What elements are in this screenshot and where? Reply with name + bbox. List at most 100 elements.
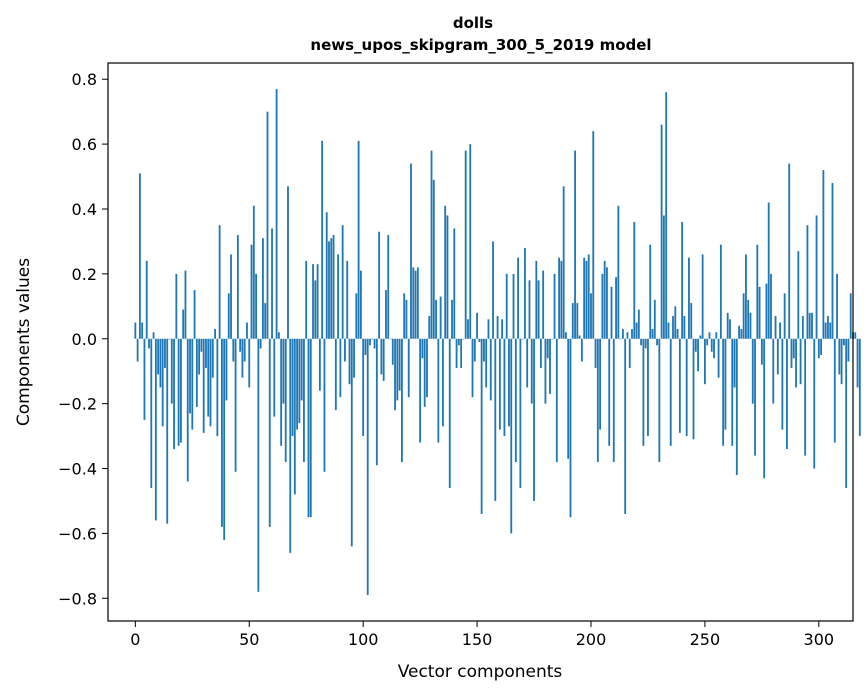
y-axis-ticks: −0.8 −0.6 −0.4 −0.2 0.0 0.2 0.4 0.6 0.8 — [58, 70, 108, 608]
bar-258 — [722, 338, 725, 446]
bar-24 — [189, 338, 191, 414]
bar-54 — [257, 338, 260, 592]
bar-155 — [487, 319, 490, 339]
bar-50 — [248, 338, 251, 388]
bar-275 — [760, 338, 763, 365]
chart-title: dolls — [453, 14, 493, 32]
bar-125 — [419, 338, 422, 443]
bar-197 — [583, 257, 586, 339]
y-tick-label: 0.8 — [72, 70, 97, 89]
bar-99 — [359, 270, 362, 339]
bar-15 — [168, 338, 171, 340]
bar-199 — [587, 254, 590, 339]
bar-106 — [375, 338, 378, 466]
bar-32 — [207, 338, 210, 417]
x-tick-label: 250 — [690, 630, 721, 649]
bar-122 — [412, 267, 415, 339]
bar-133 — [437, 338, 440, 443]
bar-312 — [845, 338, 848, 488]
bar-294 — [804, 338, 807, 456]
bar-143 — [460, 338, 463, 368]
bar-281 — [774, 316, 777, 339]
bar-247 — [697, 338, 699, 372]
bar-184 — [553, 273, 556, 339]
bar-237 — [674, 306, 677, 339]
bar-198 — [585, 260, 588, 339]
bar-318 — [858, 338, 861, 437]
bar-191 — [569, 338, 572, 518]
bar-176 — [535, 260, 538, 339]
bar-13 — [164, 338, 166, 368]
bar-56 — [262, 238, 264, 339]
bar-195 — [578, 335, 581, 339]
bar-69 — [291, 338, 294, 437]
bar-289 — [792, 338, 795, 359]
bar-174 — [530, 338, 533, 404]
bar-269 — [747, 299, 750, 339]
bar-239 — [678, 338, 681, 433]
bar-300 — [817, 338, 820, 359]
bar-273 — [756, 244, 759, 339]
bar-81 — [318, 338, 321, 391]
bar-279 — [770, 273, 772, 339]
bar-112 — [389, 338, 392, 340]
bar-316 — [854, 332, 857, 339]
bar-150 — [476, 312, 478, 339]
bar-48 — [243, 338, 246, 362]
bar-66 — [284, 338, 287, 463]
bar-120 — [407, 338, 410, 398]
y-tick-label: −0.2 — [58, 395, 97, 414]
bar-105 — [373, 338, 376, 349]
bar-246 — [694, 338, 697, 352]
bar-33 — [209, 338, 212, 427]
bar-98 — [357, 140, 360, 339]
bar-293 — [801, 316, 804, 339]
bar-74 — [303, 338, 305, 463]
bar-151 — [478, 338, 481, 342]
bar-160 — [498, 338, 501, 430]
bar-203 — [596, 338, 599, 463]
bar-153 — [483, 338, 485, 362]
bar-282 — [776, 338, 779, 375]
bar-236 — [672, 316, 674, 339]
bar-245 — [692, 338, 695, 440]
bar-129 — [428, 316, 431, 339]
bar-185 — [555, 338, 558, 463]
bar-52 — [252, 205, 255, 339]
bar-130 — [430, 150, 433, 339]
bar-238 — [676, 329, 679, 339]
bar-157 — [492, 241, 494, 339]
bar-94 — [348, 338, 351, 385]
bar-296 — [808, 312, 811, 339]
bar-43 — [232, 338, 235, 362]
bar-5 — [145, 260, 148, 339]
bar-163 — [505, 273, 508, 339]
bar-284 — [781, 338, 784, 430]
bar-226 — [649, 244, 652, 339]
bar-265 — [738, 325, 740, 339]
bar-16 — [170, 338, 173, 404]
bar-314 — [849, 293, 852, 339]
bar-286 — [786, 338, 788, 450]
bar-231 — [660, 124, 663, 339]
bar-75 — [305, 260, 308, 339]
y-tick-label: 0.2 — [72, 265, 97, 284]
bar-131 — [432, 179, 435, 339]
bar-89 — [337, 254, 340, 339]
bar-42 — [230, 254, 232, 339]
bar-30 — [202, 338, 205, 433]
bar-14 — [166, 338, 169, 524]
bar-277 — [765, 283, 768, 339]
bar-149 — [473, 338, 476, 362]
bar-137 — [446, 215, 449, 339]
bar-193 — [574, 150, 576, 339]
bar-77 — [309, 338, 312, 518]
bar-175 — [533, 338, 535, 501]
bar-8 — [152, 332, 155, 339]
x-axis-ticks: 0 50 100 150 200 250 300 — [130, 621, 834, 649]
bar-140 — [453, 228, 456, 339]
bar-55 — [259, 338, 262, 349]
bar-171 — [524, 247, 526, 339]
bar-141 — [455, 338, 458, 368]
bar-147 — [469, 144, 472, 339]
